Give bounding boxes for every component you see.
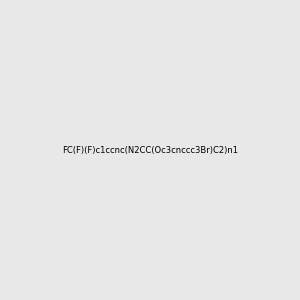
Text: FC(F)(F)c1ccnc(N2CC(Oc3cnccc3Br)C2)n1: FC(F)(F)c1ccnc(N2CC(Oc3cnccc3Br)C2)n1 — [62, 146, 238, 154]
